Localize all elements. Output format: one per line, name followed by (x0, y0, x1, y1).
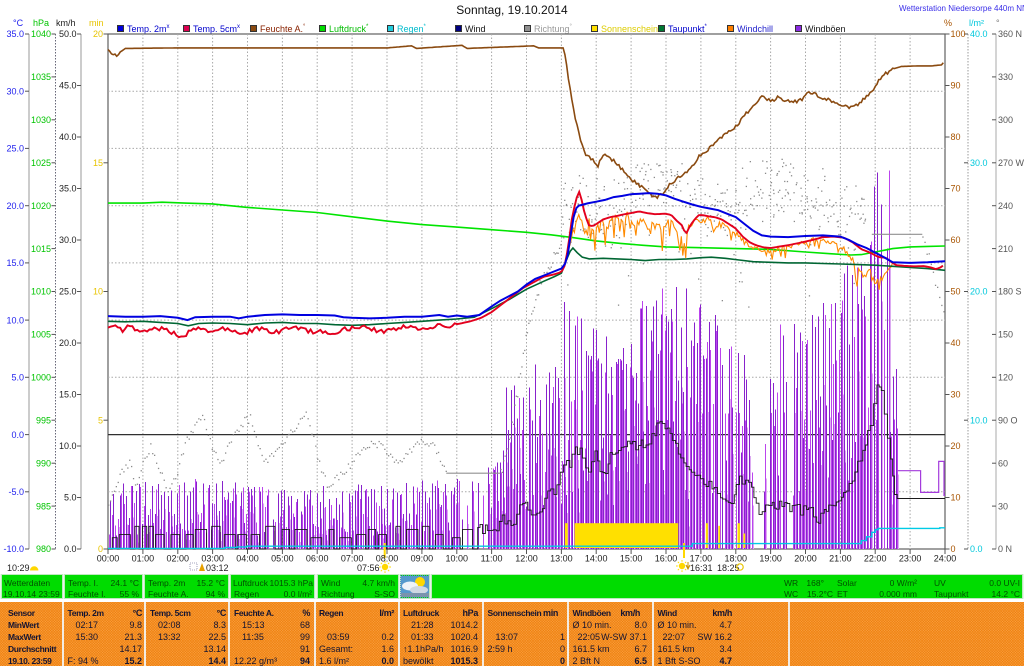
svg-text:0.0: 0.0 (970, 544, 983, 554)
svg-text:35.0: 35.0 (59, 184, 77, 194)
svg-text:20: 20 (93, 29, 103, 39)
svg-text:10.0: 10.0 (6, 315, 24, 325)
svg-text:23:00: 23:00 (899, 554, 922, 564)
svg-text:5.0: 5.0 (64, 493, 77, 503)
svg-text:04:00: 04:00 (236, 554, 259, 564)
svg-text:15.0: 15.0 (59, 390, 77, 400)
svg-text:360 N: 360 N (998, 29, 1022, 39)
svg-text:0: 0 (98, 544, 103, 554)
svg-text:35.0: 35.0 (6, 29, 24, 39)
svg-text:13:00: 13:00 (550, 554, 573, 564)
svg-text:14:00: 14:00 (585, 554, 608, 564)
svg-text:10.0: 10.0 (59, 441, 77, 451)
svg-text:300: 300 (998, 115, 1013, 125)
svg-text:980: 980 (36, 544, 51, 554)
svg-text:270 W: 270 W (998, 158, 1024, 168)
svg-text:16:31: 16:31 (690, 563, 713, 573)
svg-text:0: 0 (951, 544, 956, 554)
svg-text:10:00: 10:00 (446, 554, 469, 564)
svg-text:0 N: 0 N (998, 544, 1012, 554)
svg-text:30.0: 30.0 (59, 235, 77, 245)
svg-text:08:00: 08:00 (376, 554, 399, 564)
svg-text:60: 60 (951, 235, 961, 245)
svg-text:19:00: 19:00 (759, 554, 782, 564)
svg-text:20.0: 20.0 (6, 201, 24, 211)
svg-text:0.0: 0.0 (11, 430, 24, 440)
svg-text:1020: 1020 (31, 201, 51, 211)
svg-text:1000: 1000 (31, 373, 51, 383)
svg-text:10.0: 10.0 (970, 415, 988, 425)
svg-text:30.0: 30.0 (6, 86, 24, 96)
svg-text:120: 120 (998, 373, 1013, 383)
svg-text:5: 5 (98, 415, 103, 425)
svg-text:15: 15 (93, 158, 103, 168)
svg-text:210: 210 (998, 244, 1013, 254)
svg-text:1010: 1010 (31, 287, 51, 297)
svg-text:24:00: 24:00 (934, 554, 957, 564)
svg-text:45.0: 45.0 (59, 81, 77, 91)
svg-text:40.0: 40.0 (59, 132, 77, 142)
svg-text:25.0: 25.0 (6, 144, 24, 154)
svg-text:1030: 1030 (31, 115, 51, 125)
svg-text:90 O: 90 O (998, 415, 1018, 425)
svg-text:00:00: 00:00 (97, 554, 120, 564)
svg-text:09:00: 09:00 (411, 554, 434, 564)
svg-text:90: 90 (951, 81, 961, 91)
svg-text:03:00: 03:00 (201, 554, 224, 564)
svg-text:03:12: 03:12 (206, 563, 229, 573)
svg-text:30: 30 (998, 501, 1008, 511)
svg-text:1025: 1025 (31, 158, 51, 168)
svg-text:-10.0: -10.0 (3, 544, 24, 554)
svg-text:07:56: 07:56 (357, 563, 380, 573)
svg-text:01:00: 01:00 (132, 554, 155, 564)
svg-text:10:29: 10:29 (7, 563, 30, 573)
svg-text:25.0: 25.0 (59, 287, 77, 297)
svg-text:20:00: 20:00 (794, 554, 817, 564)
svg-text:1005: 1005 (31, 330, 51, 340)
svg-text:20: 20 (951, 441, 961, 451)
svg-text:180 S: 180 S (998, 287, 1022, 297)
svg-text:10: 10 (93, 287, 103, 297)
svg-text:0.0: 0.0 (64, 544, 77, 554)
svg-text:20.0: 20.0 (970, 287, 988, 297)
svg-text:15:00: 15:00 (620, 554, 643, 564)
svg-text:995: 995 (36, 415, 51, 425)
svg-text:02:00: 02:00 (167, 554, 190, 564)
svg-text:40.0: 40.0 (970, 29, 988, 39)
svg-text:30: 30 (951, 390, 961, 400)
svg-text:12:00: 12:00 (515, 554, 538, 564)
svg-text:10: 10 (951, 493, 961, 503)
svg-text:50: 50 (951, 287, 961, 297)
svg-text:70: 70 (951, 184, 961, 194)
svg-text:-5.0: -5.0 (8, 487, 24, 497)
svg-text:07:00: 07:00 (341, 554, 364, 564)
svg-text:16:00: 16:00 (655, 554, 678, 564)
svg-text:60: 60 (998, 458, 1008, 468)
svg-text:80: 80 (951, 132, 961, 142)
svg-text:100: 100 (951, 29, 966, 39)
svg-text:20.0: 20.0 (59, 338, 77, 348)
svg-text:40: 40 (951, 338, 961, 348)
svg-text:1015: 1015 (31, 244, 51, 254)
svg-text:17:00: 17:00 (690, 554, 713, 564)
svg-text:990: 990 (36, 458, 51, 468)
svg-text:06:00: 06:00 (306, 554, 329, 564)
svg-text:21:00: 21:00 (829, 554, 852, 564)
svg-text:150: 150 (998, 330, 1013, 340)
svg-text:18:25: 18:25 (717, 563, 740, 573)
svg-text:11:00: 11:00 (481, 554, 503, 564)
svg-text:15.0: 15.0 (6, 258, 24, 268)
svg-text:05:00: 05:00 (271, 554, 294, 564)
svg-text:50.0: 50.0 (59, 29, 77, 39)
svg-text:330: 330 (998, 72, 1013, 82)
svg-text:1040: 1040 (31, 29, 51, 39)
svg-text:30.0: 30.0 (970, 158, 988, 168)
svg-text:22:00: 22:00 (864, 554, 887, 564)
svg-text:1035: 1035 (31, 72, 51, 82)
svg-text:985: 985 (36, 501, 51, 511)
svg-text:18:00: 18:00 (725, 554, 748, 564)
svg-text:5.0: 5.0 (11, 373, 24, 383)
svg-text:240: 240 (998, 201, 1013, 211)
